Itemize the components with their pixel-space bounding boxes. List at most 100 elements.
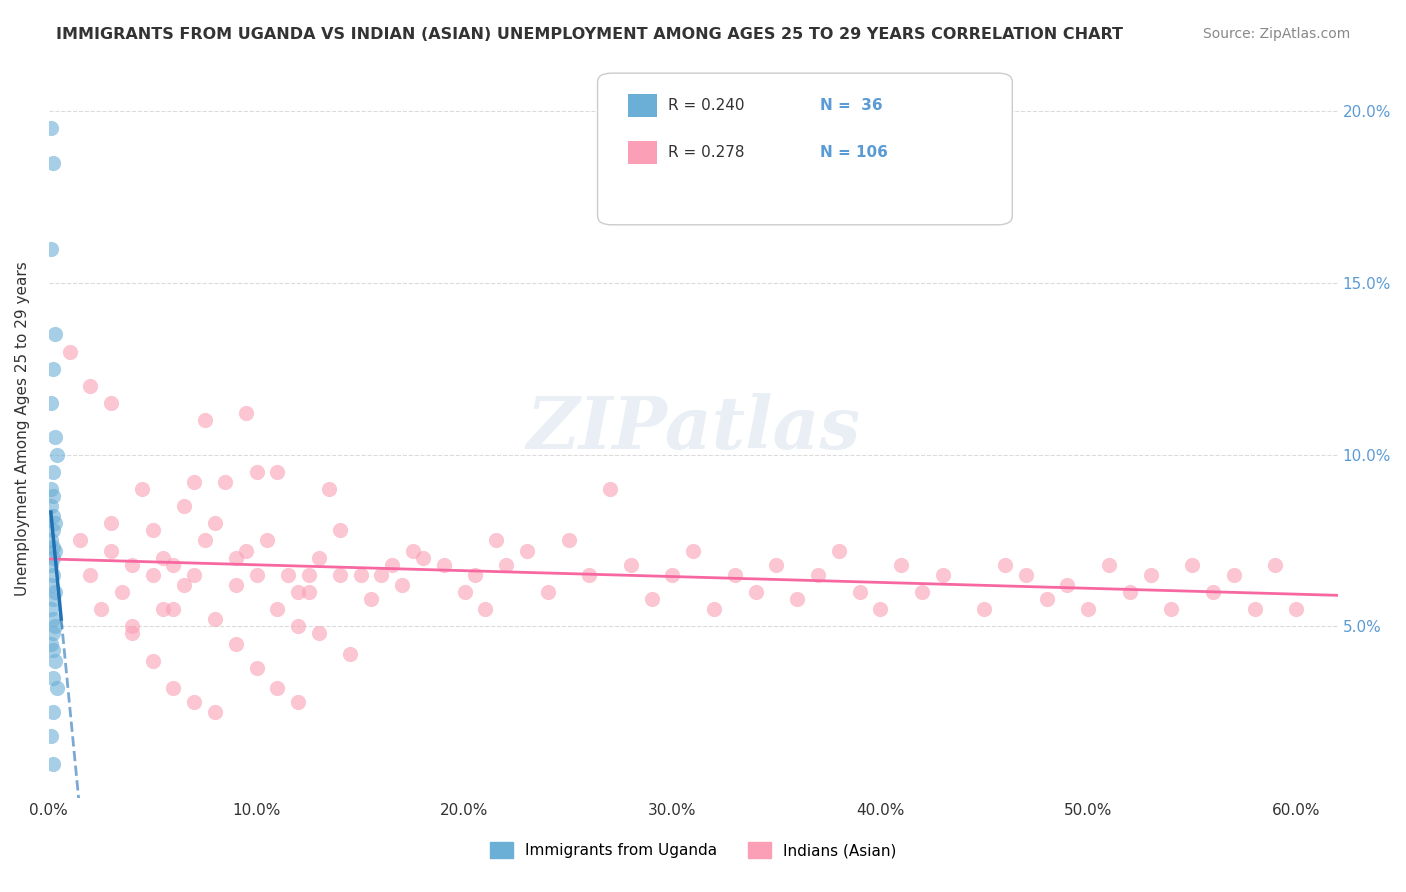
Point — [162, 602, 184, 616]
Point — [724, 567, 747, 582]
Point — [277, 567, 299, 582]
Point — [42, 567, 65, 582]
Point — [246, 567, 269, 582]
Point — [869, 602, 891, 616]
Point — [121, 619, 143, 633]
Point — [183, 695, 205, 709]
Point — [1056, 578, 1078, 592]
Point — [703, 602, 725, 616]
Point — [152, 550, 174, 565]
Point — [204, 613, 226, 627]
Point — [58, 344, 80, 359]
Point — [287, 695, 309, 709]
Point — [1098, 558, 1121, 572]
Point — [516, 543, 538, 558]
Point — [42, 643, 65, 657]
Point — [42, 550, 65, 565]
Point — [246, 660, 269, 674]
Point — [308, 626, 330, 640]
Point — [214, 475, 236, 489]
Point — [142, 654, 165, 668]
Point — [298, 567, 321, 582]
Point — [183, 567, 205, 582]
Text: N = 106: N = 106 — [820, 145, 887, 160]
Point — [183, 475, 205, 489]
Point — [42, 489, 65, 503]
Point — [44, 430, 66, 444]
Point — [44, 516, 66, 531]
Text: ZIPatlas: ZIPatlas — [526, 393, 860, 465]
Point — [308, 550, 330, 565]
Text: N =  36: N = 36 — [820, 98, 883, 112]
Point — [848, 585, 870, 599]
Point — [121, 626, 143, 640]
Point — [1285, 602, 1308, 616]
Point — [39, 636, 62, 650]
Point — [1181, 558, 1204, 572]
Legend: Immigrants from Uganda, Indians (Asian): Immigrants from Uganda, Indians (Asian) — [484, 836, 903, 864]
Point — [42, 541, 65, 555]
Point — [256, 533, 278, 548]
Point — [287, 619, 309, 633]
Point — [381, 558, 404, 572]
Point — [557, 533, 579, 548]
Point — [121, 558, 143, 572]
Point — [69, 533, 91, 548]
Point — [152, 602, 174, 616]
Point — [204, 516, 226, 531]
Point — [911, 585, 934, 599]
Point — [1264, 558, 1286, 572]
Point — [42, 756, 65, 771]
Text: R = 0.278: R = 0.278 — [668, 145, 744, 160]
Point — [620, 558, 643, 572]
Point — [162, 681, 184, 696]
Point — [994, 558, 1017, 572]
Point — [453, 585, 475, 599]
Point — [474, 602, 496, 616]
Point — [287, 585, 309, 599]
Point — [599, 482, 621, 496]
Point — [194, 533, 217, 548]
Point — [1015, 567, 1038, 582]
Point — [42, 705, 65, 719]
Point — [225, 636, 247, 650]
Point — [807, 567, 830, 582]
Point — [339, 647, 361, 661]
Point — [433, 558, 456, 572]
Point — [1202, 585, 1225, 599]
Text: R = 0.240: R = 0.240 — [668, 98, 744, 112]
Point — [329, 523, 352, 537]
Point — [204, 705, 226, 719]
Point — [401, 543, 423, 558]
Point — [828, 543, 851, 558]
Point — [173, 578, 195, 592]
Point — [100, 516, 122, 531]
Point — [235, 543, 257, 558]
Point — [744, 585, 766, 599]
Point — [318, 482, 340, 496]
Point — [578, 567, 600, 582]
Point — [79, 379, 101, 393]
Point — [44, 619, 66, 633]
Point — [110, 585, 132, 599]
Text: Source: ZipAtlas.com: Source: ZipAtlas.com — [1202, 27, 1350, 41]
Point — [1035, 591, 1057, 606]
Point — [131, 482, 153, 496]
Point — [640, 591, 662, 606]
Point — [173, 499, 195, 513]
Point — [142, 523, 165, 537]
Point — [39, 499, 62, 513]
Point — [661, 567, 683, 582]
Text: IMMIGRANTS FROM UGANDA VS INDIAN (ASIAN) UNEMPLOYMENT AMONG AGES 25 TO 29 YEARS : IMMIGRANTS FROM UGANDA VS INDIAN (ASIAN)… — [56, 27, 1123, 42]
Point — [765, 558, 787, 572]
Point — [682, 543, 704, 558]
Point — [298, 585, 321, 599]
Point — [44, 543, 66, 558]
Point — [46, 448, 69, 462]
Point — [246, 465, 269, 479]
Y-axis label: Unemployment Among Ages 25 to 29 years: Unemployment Among Ages 25 to 29 years — [15, 261, 30, 596]
Point — [370, 567, 392, 582]
Point — [42, 626, 65, 640]
Point — [973, 602, 995, 616]
Point — [39, 578, 62, 592]
